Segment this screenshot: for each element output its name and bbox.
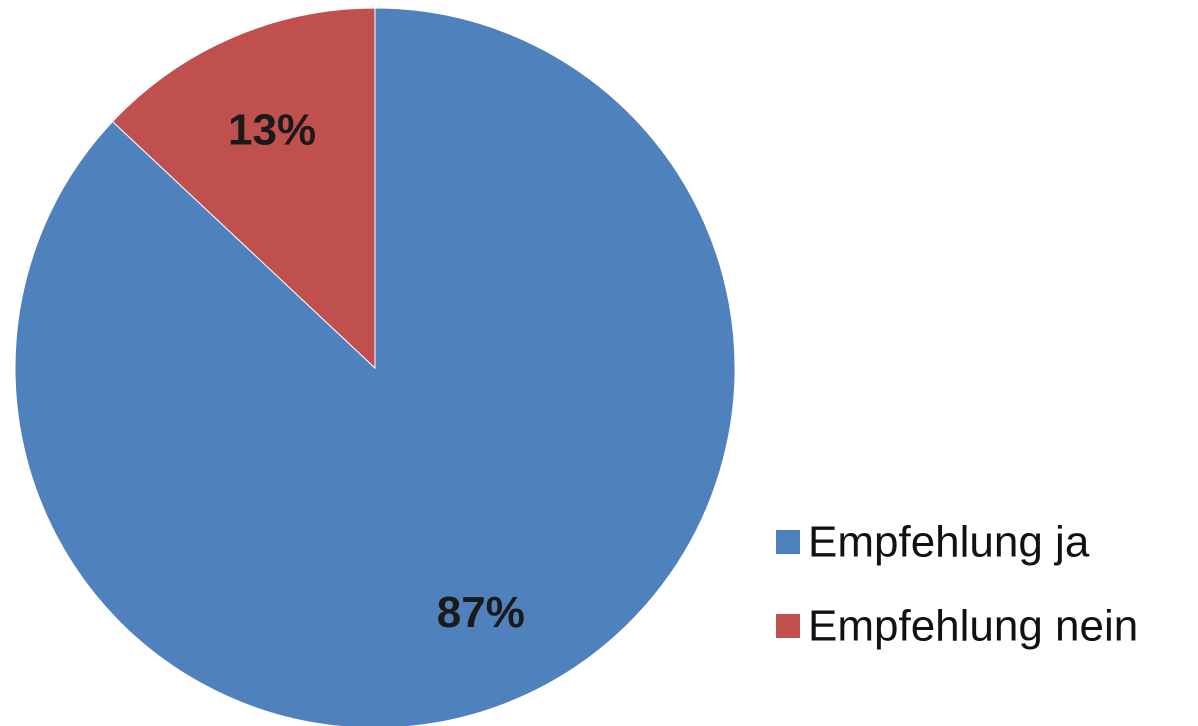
pie-data-labels: 87% 13%: [228, 106, 525, 637]
data-label-empfehlung-ja: 87%: [437, 588, 525, 637]
pie-slice-empfehlung-nein: [111, 7, 376, 370]
legend-swatch-empfehlung-ja: [776, 530, 800, 554]
legend-label-empfehlung-nein: Empfehlung nein: [808, 602, 1138, 651]
data-label-empfehlung-nein: 13%: [228, 106, 316, 155]
legend: Empfehlung ja Empfehlung nein: [776, 518, 1138, 651]
pie-slices: [14, 7, 736, 726]
legend-label-empfehlung-ja: Empfehlung ja: [808, 518, 1090, 567]
legend-swatch-empfehlung-nein: [776, 614, 800, 638]
